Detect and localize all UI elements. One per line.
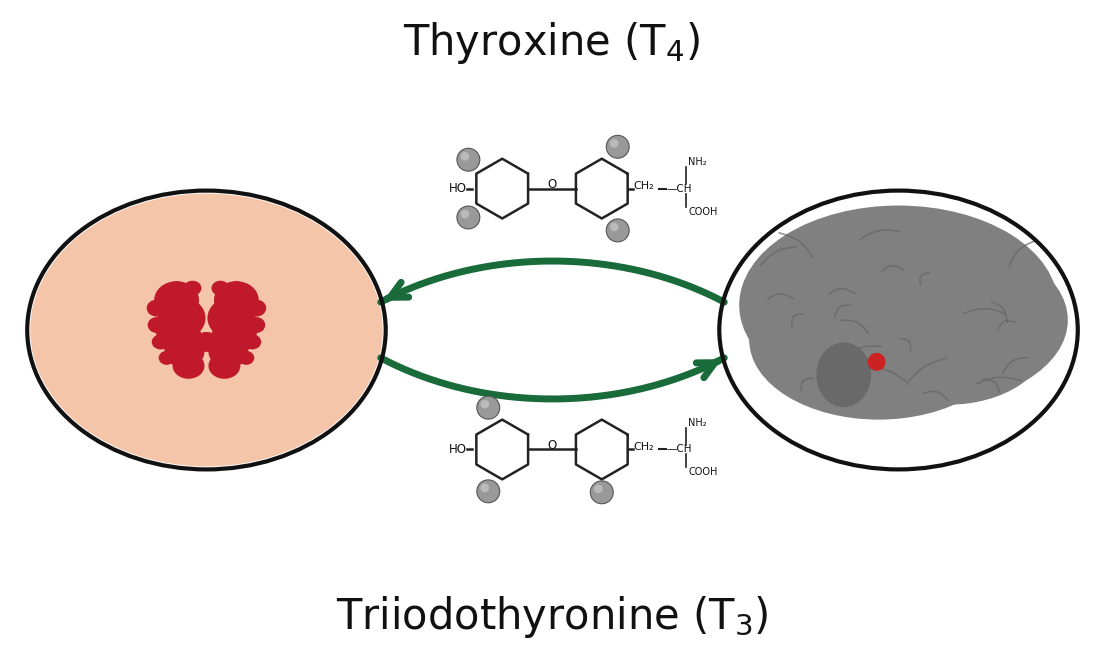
Ellipse shape (243, 335, 261, 349)
Ellipse shape (158, 288, 171, 302)
Text: —CH: —CH (666, 183, 692, 193)
Circle shape (477, 480, 499, 503)
Circle shape (481, 484, 490, 492)
Ellipse shape (158, 297, 206, 339)
Ellipse shape (155, 281, 199, 319)
Circle shape (477, 396, 499, 419)
Ellipse shape (214, 281, 259, 319)
Ellipse shape (239, 351, 254, 365)
Circle shape (610, 139, 619, 148)
Ellipse shape (212, 316, 256, 354)
Ellipse shape (165, 336, 204, 368)
Circle shape (594, 484, 602, 493)
Circle shape (461, 210, 470, 218)
Ellipse shape (147, 300, 167, 317)
Ellipse shape (229, 281, 244, 295)
Ellipse shape (172, 353, 204, 379)
Circle shape (607, 135, 629, 158)
Ellipse shape (241, 288, 255, 302)
Polygon shape (155, 220, 259, 440)
Ellipse shape (248, 317, 265, 333)
Ellipse shape (817, 343, 871, 407)
Text: NH₂: NH₂ (688, 156, 707, 167)
Text: CH₂: CH₂ (633, 442, 654, 451)
Ellipse shape (759, 230, 958, 370)
Text: O: O (547, 178, 557, 191)
Text: CH₂: CH₂ (633, 181, 654, 191)
Ellipse shape (30, 193, 382, 467)
Ellipse shape (799, 215, 1038, 365)
Circle shape (457, 148, 480, 171)
Text: HO: HO (450, 182, 467, 195)
Ellipse shape (156, 316, 201, 354)
Text: Thyroxine (T$_4$): Thyroxine (T$_4$) (403, 20, 701, 66)
Ellipse shape (749, 260, 1008, 420)
Circle shape (607, 219, 629, 242)
Text: —CH: —CH (666, 444, 692, 455)
Text: O: O (547, 439, 557, 452)
Ellipse shape (193, 332, 220, 352)
Ellipse shape (739, 205, 1057, 405)
Ellipse shape (246, 300, 266, 317)
Text: COOH: COOH (688, 467, 718, 477)
Ellipse shape (183, 280, 201, 296)
Ellipse shape (211, 280, 230, 296)
Text: Triiodothyronine (T$_3$): Triiodothyronine (T$_3$) (336, 594, 768, 640)
Ellipse shape (849, 275, 1048, 405)
Circle shape (610, 222, 619, 232)
Ellipse shape (209, 336, 249, 368)
Circle shape (590, 481, 613, 504)
Circle shape (481, 400, 490, 409)
Ellipse shape (169, 281, 185, 295)
Ellipse shape (208, 297, 255, 339)
Ellipse shape (148, 317, 166, 333)
Ellipse shape (209, 353, 240, 379)
Text: NH₂: NH₂ (688, 418, 707, 428)
Ellipse shape (151, 335, 170, 349)
Ellipse shape (723, 193, 1075, 467)
Text: HO: HO (450, 443, 467, 456)
Circle shape (461, 152, 470, 160)
Text: COOH: COOH (688, 207, 718, 216)
Circle shape (457, 206, 480, 229)
Ellipse shape (159, 351, 175, 365)
Ellipse shape (789, 236, 1067, 405)
Ellipse shape (867, 353, 885, 371)
